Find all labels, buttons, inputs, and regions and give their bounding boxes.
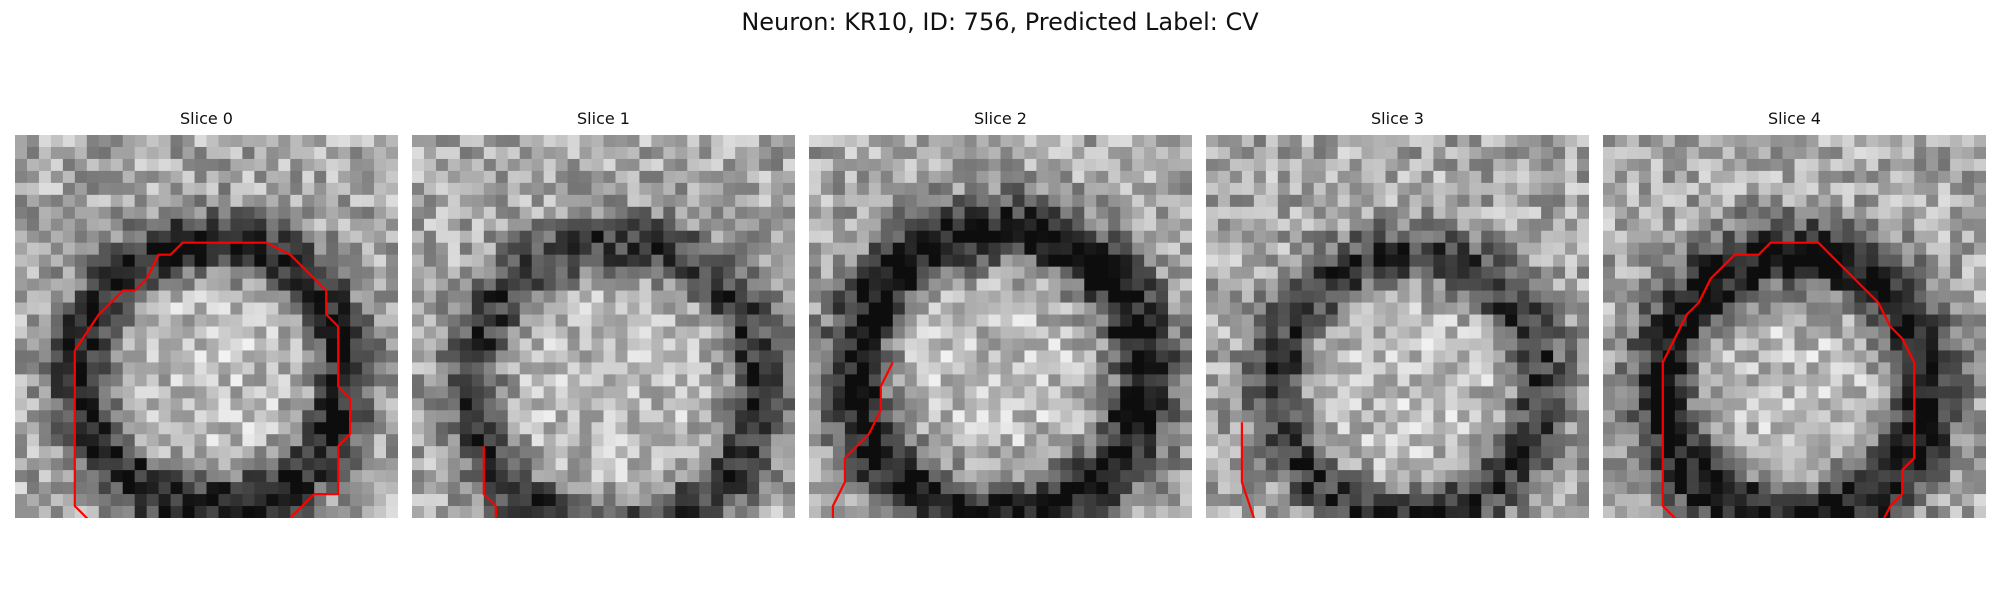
grayscale-texture-2 [809, 135, 1192, 518]
slice-panel-3: Slice 3 [1206, 108, 1589, 518]
grayscale-texture-0 [15, 135, 398, 518]
slice-image-3 [1206, 135, 1589, 518]
slice-panel-2: Slice 2 [809, 108, 1192, 518]
grayscale-texture-4 [1603, 135, 1986, 518]
slice-image-1 [412, 135, 795, 518]
slice-image-4 [1603, 135, 1986, 518]
slice-panel-0: Slice 0 [15, 108, 398, 518]
slice-panel-4: Slice 4 [1603, 108, 1986, 518]
grayscale-texture-3 [1206, 135, 1589, 518]
figure-title: Neuron: KR10, ID: 756, Predicted Label: … [0, 8, 2000, 36]
grayscale-texture-1 [412, 135, 795, 518]
slice-image-0 [15, 135, 398, 518]
slice-panel-1: Slice 1 [412, 108, 795, 518]
slice-image-2 [809, 135, 1192, 518]
slice-title-1: Slice 1 [412, 108, 795, 130]
slice-title-0: Slice 0 [15, 108, 398, 130]
slice-title-2: Slice 2 [809, 108, 1192, 130]
slice-title-4: Slice 4 [1603, 108, 1986, 130]
slice-title-3: Slice 3 [1206, 108, 1589, 130]
